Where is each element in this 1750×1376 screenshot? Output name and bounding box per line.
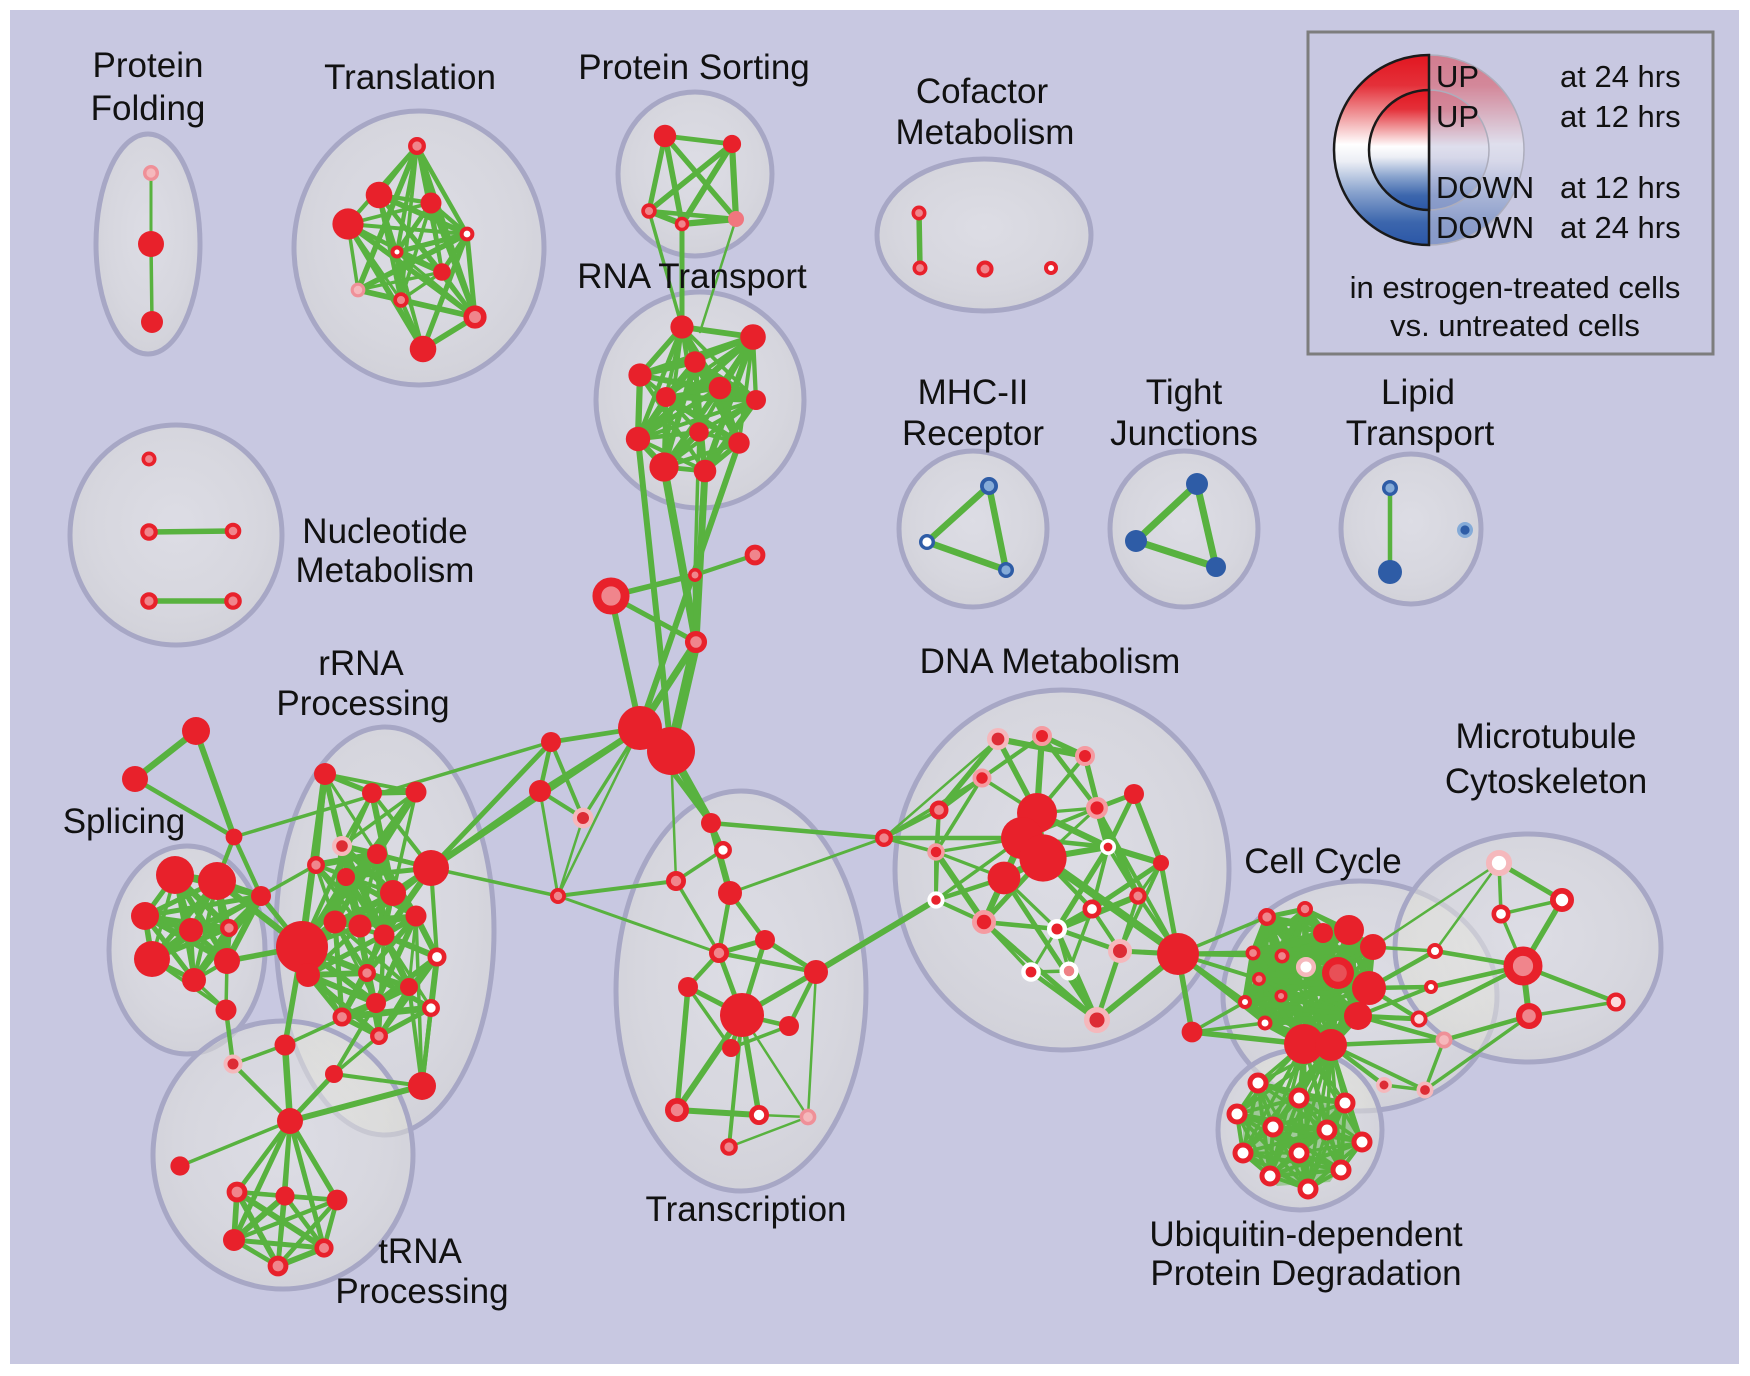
svg-text:Metabolism: Metabolism xyxy=(896,113,1075,152)
svg-text:UP: UP xyxy=(1436,59,1479,94)
svg-text:RNA Transport: RNA Transport xyxy=(577,257,807,296)
svg-text:in estrogen-treated cells: in estrogen-treated cells xyxy=(1350,270,1681,305)
svg-text:Folding: Folding xyxy=(91,89,206,128)
svg-text:Lipid: Lipid xyxy=(1381,373,1455,412)
svg-text:Receptor: Receptor xyxy=(902,414,1044,453)
svg-text:Nucleotide: Nucleotide xyxy=(302,512,467,551)
svg-text:Protein Degradation: Protein Degradation xyxy=(1150,1254,1461,1293)
svg-text:Cofactor: Cofactor xyxy=(916,72,1049,111)
svg-text:Splicing: Splicing xyxy=(63,802,186,841)
svg-text:Translation: Translation xyxy=(324,58,496,97)
svg-text:Junctions: Junctions xyxy=(1110,414,1258,453)
svg-text:Protein Sorting: Protein Sorting xyxy=(578,48,810,87)
svg-text:at 12 hrs: at 12 hrs xyxy=(1560,170,1681,205)
svg-text:Transcription: Transcription xyxy=(646,1190,847,1229)
svg-text:Cell Cycle: Cell Cycle xyxy=(1244,842,1402,881)
svg-text:Tight: Tight xyxy=(1146,373,1223,412)
svg-text:DOWN: DOWN xyxy=(1436,170,1534,205)
svg-text:tRNA: tRNA xyxy=(378,1232,462,1271)
svg-text:Protein: Protein xyxy=(93,46,204,85)
svg-text:rRNA: rRNA xyxy=(318,644,404,683)
svg-text:Processing: Processing xyxy=(335,1272,508,1311)
svg-text:at 24 hrs: at 24 hrs xyxy=(1560,59,1681,94)
svg-text:Cytoskeleton: Cytoskeleton xyxy=(1445,762,1647,801)
svg-text:MHC-II: MHC-II xyxy=(918,373,1029,412)
svg-text:at 24 hrs: at 24 hrs xyxy=(1560,210,1681,245)
svg-text:Processing: Processing xyxy=(276,684,449,723)
svg-text:Ubiquitin-dependent: Ubiquitin-dependent xyxy=(1149,1215,1463,1254)
svg-text:Microtubule: Microtubule xyxy=(1456,717,1637,756)
svg-text:at 12 hrs: at 12 hrs xyxy=(1560,99,1681,134)
svg-text:vs. untreated cells: vs. untreated cells xyxy=(1390,308,1640,343)
svg-text:Metabolism: Metabolism xyxy=(296,551,475,590)
svg-text:DNA Metabolism: DNA Metabolism xyxy=(920,642,1181,681)
svg-text:Transport: Transport xyxy=(1346,414,1495,453)
svg-text:DOWN: DOWN xyxy=(1436,210,1534,245)
svg-text:UP: UP xyxy=(1436,99,1479,134)
